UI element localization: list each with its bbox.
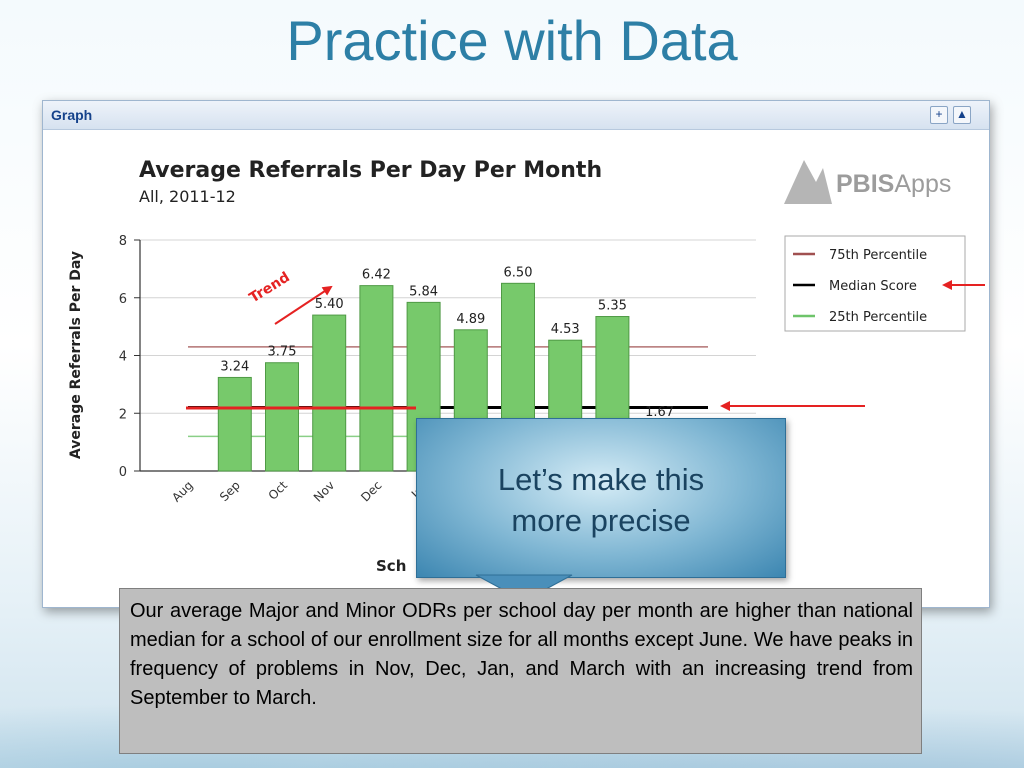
pbisapps-logo-bar	[817, 186, 823, 204]
y-tick-label: 4	[119, 350, 127, 365]
bar-value-label: 6.42	[362, 268, 391, 283]
y-tick-label: 2	[119, 407, 127, 422]
bar-value-label: 3.75	[268, 345, 297, 360]
expand-button[interactable]: +	[930, 106, 948, 124]
logo-text-light: Apps	[894, 170, 951, 198]
pbisapps-logo-mark	[784, 160, 832, 204]
logo-text-bold: PBIS	[836, 170, 894, 198]
bar-value-label: 6.50	[504, 265, 533, 280]
x-tick-label: Oct	[266, 478, 291, 503]
bar-sep	[217, 376, 252, 472]
bar-value-label: 3.24	[220, 359, 249, 374]
callout-box: Let’s make this more precise	[416, 418, 786, 578]
bar-value-label: 4.89	[456, 312, 485, 327]
x-tick-label: Sep	[217, 478, 243, 504]
legend-label: 25th Percentile	[829, 310, 927, 325]
collapse-button[interactable]: ▲	[953, 106, 971, 124]
x-tick-label: Dec	[358, 478, 384, 504]
callout-text: Let’s make this more precise	[417, 459, 785, 541]
chart-subtitle: All, 2011-12	[139, 187, 236, 206]
pbisapps-logo: PBISApps	[784, 160, 951, 204]
summary-text-box: Our average Major and Minor ODRs per sch…	[119, 588, 922, 754]
legend-label: Median Score	[829, 279, 917, 294]
bar-nov	[312, 314, 347, 472]
graph-panel-title: Graph	[51, 107, 93, 123]
x-tick-label: Nov	[311, 478, 337, 504]
bar-value-label: 4.53	[551, 322, 580, 337]
pbisapps-logo-text: PBISApps	[836, 170, 951, 198]
graph-panel-header: Graph + ▲	[43, 101, 989, 130]
x-axis-label: Sch	[376, 557, 406, 575]
y-tick-label: 0	[119, 465, 127, 480]
slide-title: Practice with Data	[286, 9, 738, 72]
bar-dec	[359, 285, 394, 472]
legend-label: 75th Percentile	[829, 248, 927, 263]
y-tick-label: 6	[119, 292, 127, 307]
y-tick-label: 8	[119, 234, 127, 249]
bar-oct	[265, 362, 299, 472]
chart-title: Average Referrals Per Day Per Month	[139, 158, 602, 183]
y-axis-label: Average Referrals Per Day	[68, 251, 84, 459]
x-tick-label: Aug	[169, 478, 195, 504]
bar-value-label: 1.67	[645, 405, 674, 420]
bar-value-label: 5.84	[409, 284, 438, 299]
bar-value-label: 5.40	[315, 297, 344, 312]
chart-legend: 75th Percentile Median Score 25th Percenti…	[784, 235, 966, 332]
bar-value-label: 5.35	[598, 299, 627, 314]
callout-line-2: more precise	[511, 503, 691, 538]
callout-line-1: Let’s make this	[497, 462, 705, 497]
